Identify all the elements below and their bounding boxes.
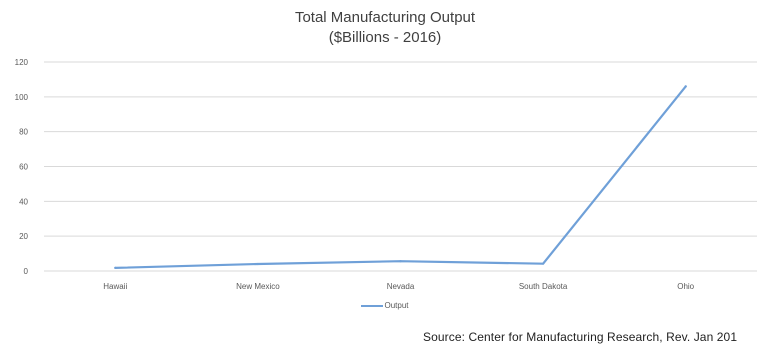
y-tick-label: 60	[19, 163, 28, 172]
y-axis-tick-labels: 0 20 40 60 80 100 120	[15, 58, 29, 276]
chart-title-block: Total Manufacturing Output ($Billions - …	[0, 8, 770, 48]
x-tick-label: South Dakota	[519, 282, 568, 291]
y-tick-label: 0	[24, 267, 29, 276]
data-point-new-mexico	[256, 262, 259, 266]
y-tick-label: 20	[19, 232, 28, 241]
grid-lines	[44, 61, 757, 272]
y-tick-label: 40	[19, 197, 28, 206]
y-tick-label: 120	[15, 58, 29, 67]
y-tick-label: 80	[19, 128, 28, 137]
legend-swatch-output	[361, 304, 384, 307]
series-lines	[114, 85, 687, 269]
x-tick-label: Nevada	[387, 282, 415, 291]
x-tick-label: Ohio	[677, 282, 694, 291]
chart-title: Total Manufacturing Output	[294, 9, 476, 26]
x-tick-label: New Mexico	[236, 282, 280, 291]
legend-label-output: Output	[384, 301, 409, 310]
data-point-ohio	[684, 85, 687, 88]
x-axis-tick-labels: Hawaii New Mexico Nevada South Dakota Ohio	[103, 282, 694, 291]
y-tick-label: 100	[15, 93, 29, 102]
data-point-hawaii	[114, 266, 117, 269]
x-tick-label: Hawaii	[103, 282, 127, 291]
legend: Output	[0, 300, 770, 312]
data-point-south-dakota	[542, 262, 545, 265]
series-line-output	[114, 85, 687, 269]
chart-subtitle: ($Billions - 2016)	[328, 29, 442, 46]
source-note: Source: Center for Manufacturing Researc…	[423, 330, 738, 344]
data-point-nevada	[399, 260, 402, 263]
